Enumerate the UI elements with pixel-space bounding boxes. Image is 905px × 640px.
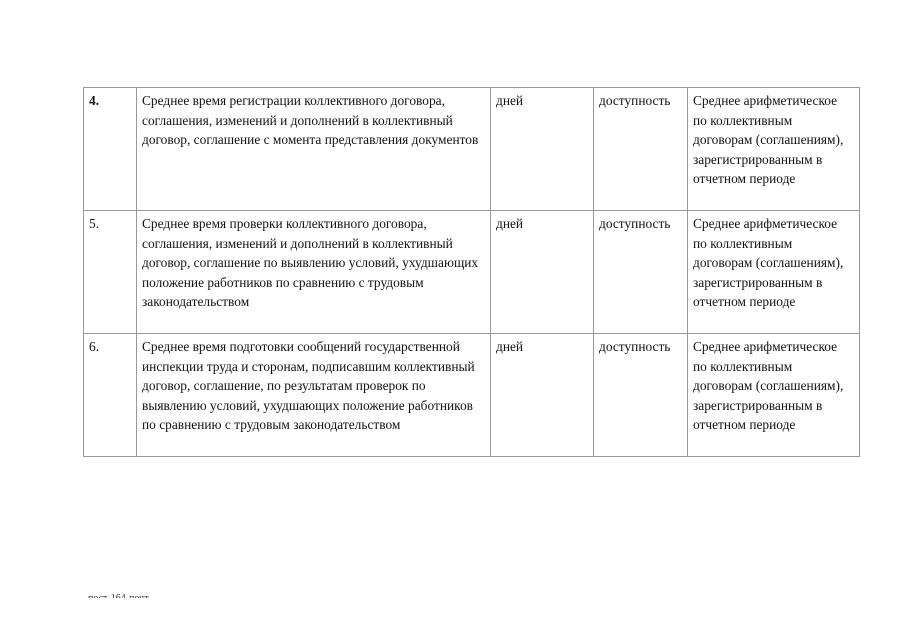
indicator-name: Среднее время проверки коллективного дог… — [136, 210, 491, 334]
indicator-type: доступность — [593, 210, 688, 334]
footer-filename: пост-164-почт — [88, 592, 149, 598]
indicators-table: 4. Среднее время регистрации коллективно… — [83, 87, 860, 457]
table-row: 4. Среднее время регистрации коллективно… — [83, 87, 860, 211]
table-row: 5. Среднее время проверки коллективного … — [83, 210, 860, 334]
calculation-method: Среднее арифметическое по коллективным д… — [687, 333, 860, 457]
indicator-type: доступность — [593, 87, 688, 211]
unit: дней — [490, 333, 594, 457]
indicator-type: доступность — [593, 333, 688, 457]
indicator-name: Среднее время регистрации коллективного … — [136, 87, 491, 211]
calculation-method: Среднее арифметическое по коллективным д… — [687, 210, 860, 334]
row-number: 5. — [83, 210, 137, 334]
row-number: 4. — [83, 87, 137, 211]
calculation-method: Среднее арифметическое по коллективным д… — [687, 87, 860, 211]
unit: дней — [490, 87, 594, 211]
indicator-name: Среднее время подготовки сообщений госуд… — [136, 333, 491, 457]
unit: дней — [490, 210, 594, 334]
row-number: 6. — [83, 333, 137, 457]
table-row: 6. Среднее время подготовки сообщений го… — [83, 333, 860, 457]
